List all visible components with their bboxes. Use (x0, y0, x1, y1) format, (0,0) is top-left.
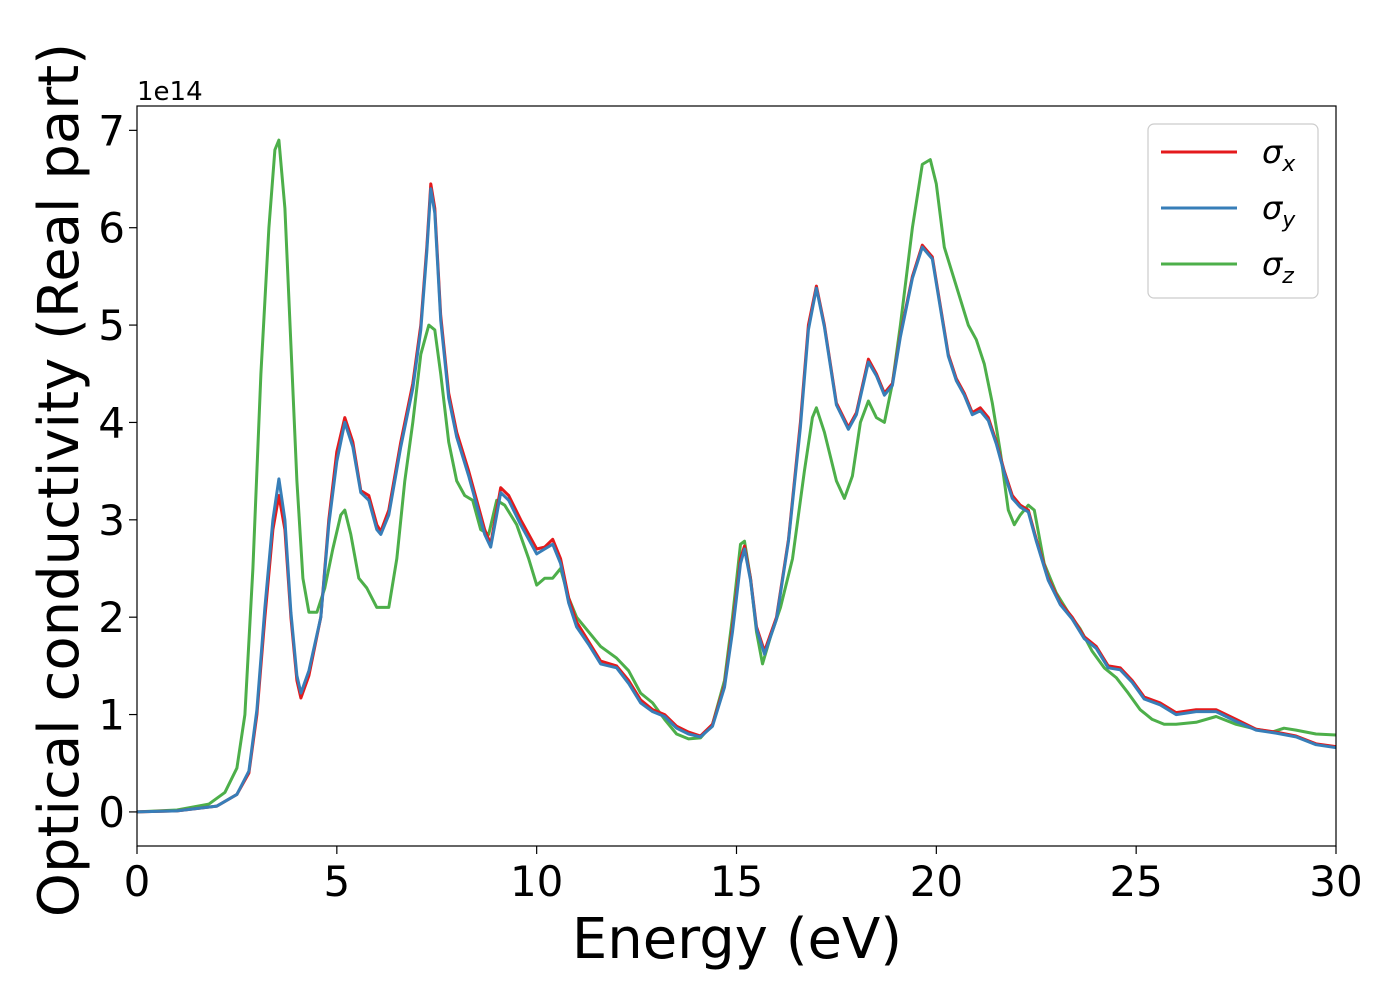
series-line-y (137, 187, 1336, 814)
x-tick-label: 30 (1309, 857, 1362, 906)
x-tick-label: 10 (510, 857, 563, 906)
x-axis-title: Energy (eV) (572, 907, 902, 972)
y-tick-label: 1 (98, 691, 125, 740)
y-tick-label: 4 (98, 398, 125, 447)
x-tick-label: 0 (124, 857, 151, 906)
x-tick-label: 15 (710, 857, 763, 906)
y-tick-label: 2 (98, 593, 125, 642)
y-offset-label: 1e14 (137, 77, 203, 107)
y-tick-label: 3 (98, 496, 125, 545)
series-layer (137, 138, 1336, 814)
y-axis-title: Optical conductivity (Real part) (27, 43, 92, 917)
legend-box (1147, 123, 1319, 299)
y-tick-label: 6 (98, 204, 125, 253)
y-tick-label: 7 (98, 106, 125, 155)
x-tick-label: 20 (910, 857, 963, 906)
y-tick-label: 5 (98, 301, 125, 350)
x-tick-label: 5 (323, 857, 350, 906)
x-tick-label: 25 (1109, 857, 1162, 906)
y-tick-label: 0 (98, 788, 125, 837)
y-axis: 0 1 2 3 4 5 6 7 (98, 106, 137, 837)
x-axis: 0 5 10 15 20 25 30 (124, 846, 1363, 906)
